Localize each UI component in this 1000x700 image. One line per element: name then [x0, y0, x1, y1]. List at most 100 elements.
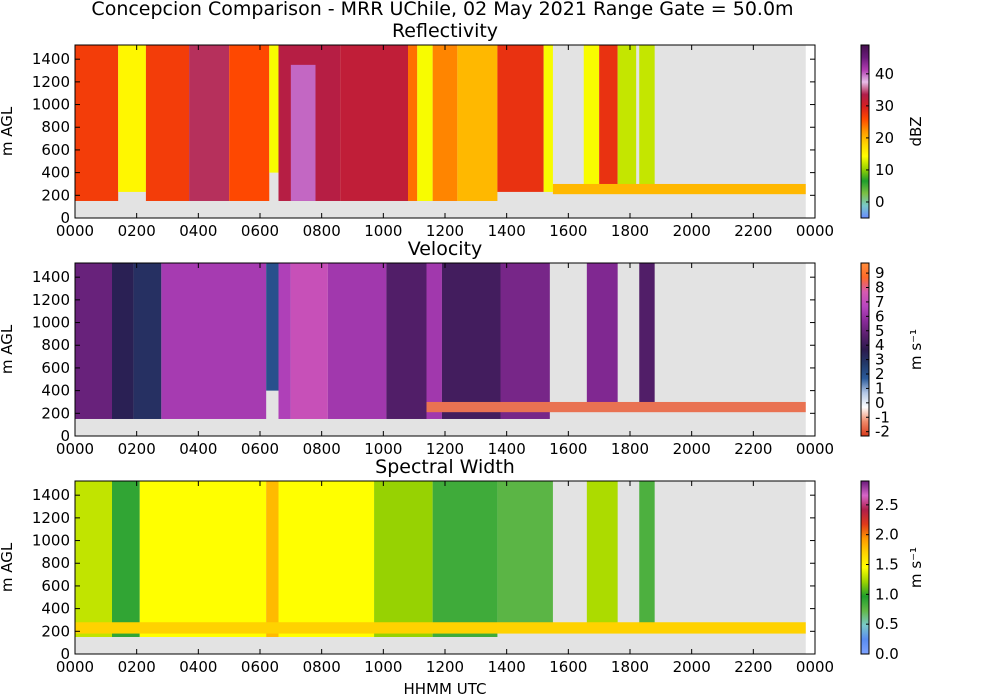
data-segment-spectral-width: [266, 481, 279, 637]
data-segment-reflectivity: [599, 45, 618, 192]
x-tick-label-velocity: 1400: [488, 440, 526, 458]
y-tick-label-reflectivity: 1400: [32, 50, 70, 68]
data-segment-reflectivity: [340, 45, 408, 201]
y-tick-label-spectral-width: 200: [41, 622, 70, 640]
data-segment-spectral-width: [374, 481, 433, 637]
x-tick-label-spectral-width: 0800: [303, 658, 341, 676]
y-tick-label-velocity: 1400: [32, 268, 70, 286]
y-tick-label-velocity: 200: [41, 404, 70, 422]
colorbar-tick-label-spectral-width: 2.5: [875, 496, 899, 514]
data-segment-reflectivity: [189, 45, 230, 201]
colorbar-tick-label-spectral-width: 1.5: [875, 556, 899, 574]
x-tick-label-spectral-width: 0000: [796, 658, 834, 676]
colorbar-tick-label-velocity: 3: [875, 351, 885, 369]
y-tick-label-velocity: 800: [41, 336, 70, 354]
y-tick-label-spectral-width: 1200: [32, 509, 70, 527]
colorbar-tick-label-reflectivity: 0: [875, 193, 885, 211]
x-tick-label-reflectivity: 0400: [179, 222, 217, 240]
data-segment-velocity: [327, 263, 387, 419]
y-tick-label-spectral-width: 1000: [32, 532, 70, 550]
colorbar-tick-label-velocity: 9: [875, 264, 885, 282]
x-tick-label-reflectivity: 1800: [611, 222, 649, 240]
data-segment-reflectivity: [229, 45, 270, 201]
colorbar-tick-label-velocity: 1: [875, 379, 885, 397]
data-segment-reflectivity: [497, 45, 544, 192]
colorbar-tick-label-reflectivity: 10: [875, 161, 894, 179]
colorbar-tick-label-velocity: 5: [875, 322, 885, 340]
data-segment-reflectivity: [417, 45, 433, 201]
data-segment-reflectivity: [432, 45, 458, 201]
colorbar-reflectivity: [860, 44, 870, 219]
data-segment-reflectivity: [639, 45, 655, 187]
data-segment-velocity: [500, 263, 550, 419]
x-tick-label-reflectivity: 0000: [796, 222, 834, 240]
y-tick-label-velocity: 0: [60, 427, 70, 445]
x-tick-label-spectral-width: 1800: [611, 658, 649, 676]
y-axis-label-velocity: m AGL: [0, 324, 16, 374]
x-tick-label-spectral-width: 1600: [549, 658, 587, 676]
data-segment-velocity: [426, 401, 806, 413]
colorbar-tick-label-velocity: 7: [875, 293, 885, 311]
y-tick-label-velocity: 1000: [32, 314, 70, 332]
y-tick-label-spectral-width: 800: [41, 554, 70, 572]
y-tick-label-reflectivity: 600: [41, 141, 70, 159]
data-segment-reflectivity: [75, 45, 119, 201]
panel-title-reflectivity: Reflectivity: [391, 20, 499, 42]
x-tick-label-spectral-width: 0600: [241, 658, 279, 676]
data-segment-reflectivity: [408, 45, 418, 201]
data-segment-reflectivity: [583, 45, 600, 192]
x-tick-label-velocity: 1800: [611, 440, 649, 458]
x-tick-label-velocity: 2000: [673, 440, 711, 458]
y-tick-label-reflectivity: 1000: [32, 96, 70, 114]
data-segment-spectral-width: [497, 481, 553, 628]
data-segment-velocity: [639, 263, 655, 410]
colorbar-spectral-width: [860, 480, 870, 655]
data-segment-spectral-width: [75, 622, 806, 634]
colorbar-tick-label-spectral-width: 0.0: [875, 645, 899, 663]
x-tick-label-reflectivity: 1400: [488, 222, 526, 240]
figure-title: Concepcion Comparison - MRR UChile, 02 M…: [91, 0, 794, 20]
data-segment-reflectivity: [543, 45, 553, 192]
y-tick-label-spectral-width: 400: [41, 600, 70, 618]
data-segment-reflectivity: [290, 64, 316, 201]
x-tick-label-reflectivity: 0600: [241, 222, 279, 240]
x-tick-label-reflectivity: 1200: [426, 222, 464, 240]
x-tick-label-spectral-width: 0200: [118, 658, 156, 676]
x-tick-label-velocity: 1000: [364, 440, 402, 458]
x-tick-label-reflectivity: 0200: [118, 222, 156, 240]
x-tick-label-spectral-width: 2000: [673, 658, 711, 676]
x-tick-label-reflectivity: 0000: [56, 222, 94, 240]
y-axis-label-spectral-width: m AGL: [0, 542, 16, 592]
y-axis-label-reflectivity: m AGL: [0, 106, 16, 156]
data-segment-spectral-width: [639, 481, 655, 628]
data-segment-velocity: [441, 263, 501, 419]
data-segment-velocity: [586, 263, 618, 410]
x-tick-label-velocity: 0800: [303, 440, 341, 458]
y-tick-label-velocity: 600: [41, 359, 70, 377]
y-tick-label-velocity: 1200: [32, 291, 70, 309]
colorbar-tick-label-velocity: 6: [875, 307, 885, 325]
x-tick-label-spectral-width: 0000: [56, 658, 94, 676]
data-segment-spectral-width: [139, 481, 267, 637]
data-segment-velocity: [386, 263, 427, 419]
x-tick-label-velocity: 1600: [549, 440, 587, 458]
colorbar-label-spectral-width: m s⁻¹: [907, 547, 925, 588]
data-segment-reflectivity: [552, 183, 806, 195]
data-segment-reflectivity: [269, 45, 279, 173]
x-tick-label-reflectivity: 2200: [734, 222, 772, 240]
data-segment-velocity: [278, 263, 291, 419]
x-tick-label-reflectivity: 2000: [673, 222, 711, 240]
colorbar-tick-label-spectral-width: 0.5: [875, 615, 899, 633]
data-segment-velocity: [290, 263, 328, 419]
data-segment-reflectivity: [617, 45, 637, 192]
data-segment-spectral-width: [75, 481, 112, 637]
colorbar-tick-label-reflectivity: 20: [875, 129, 894, 147]
panel-title-velocity: Velocity: [407, 238, 483, 260]
x-tick-label-velocity: 0000: [796, 440, 834, 458]
y-tick-label-spectral-width: 1400: [32, 486, 70, 504]
data-segment-velocity: [75, 263, 112, 419]
data-segment-spectral-width: [432, 481, 498, 637]
colorbar-tick-label-velocity: 8: [875, 279, 885, 297]
data-segment-velocity: [426, 263, 442, 419]
